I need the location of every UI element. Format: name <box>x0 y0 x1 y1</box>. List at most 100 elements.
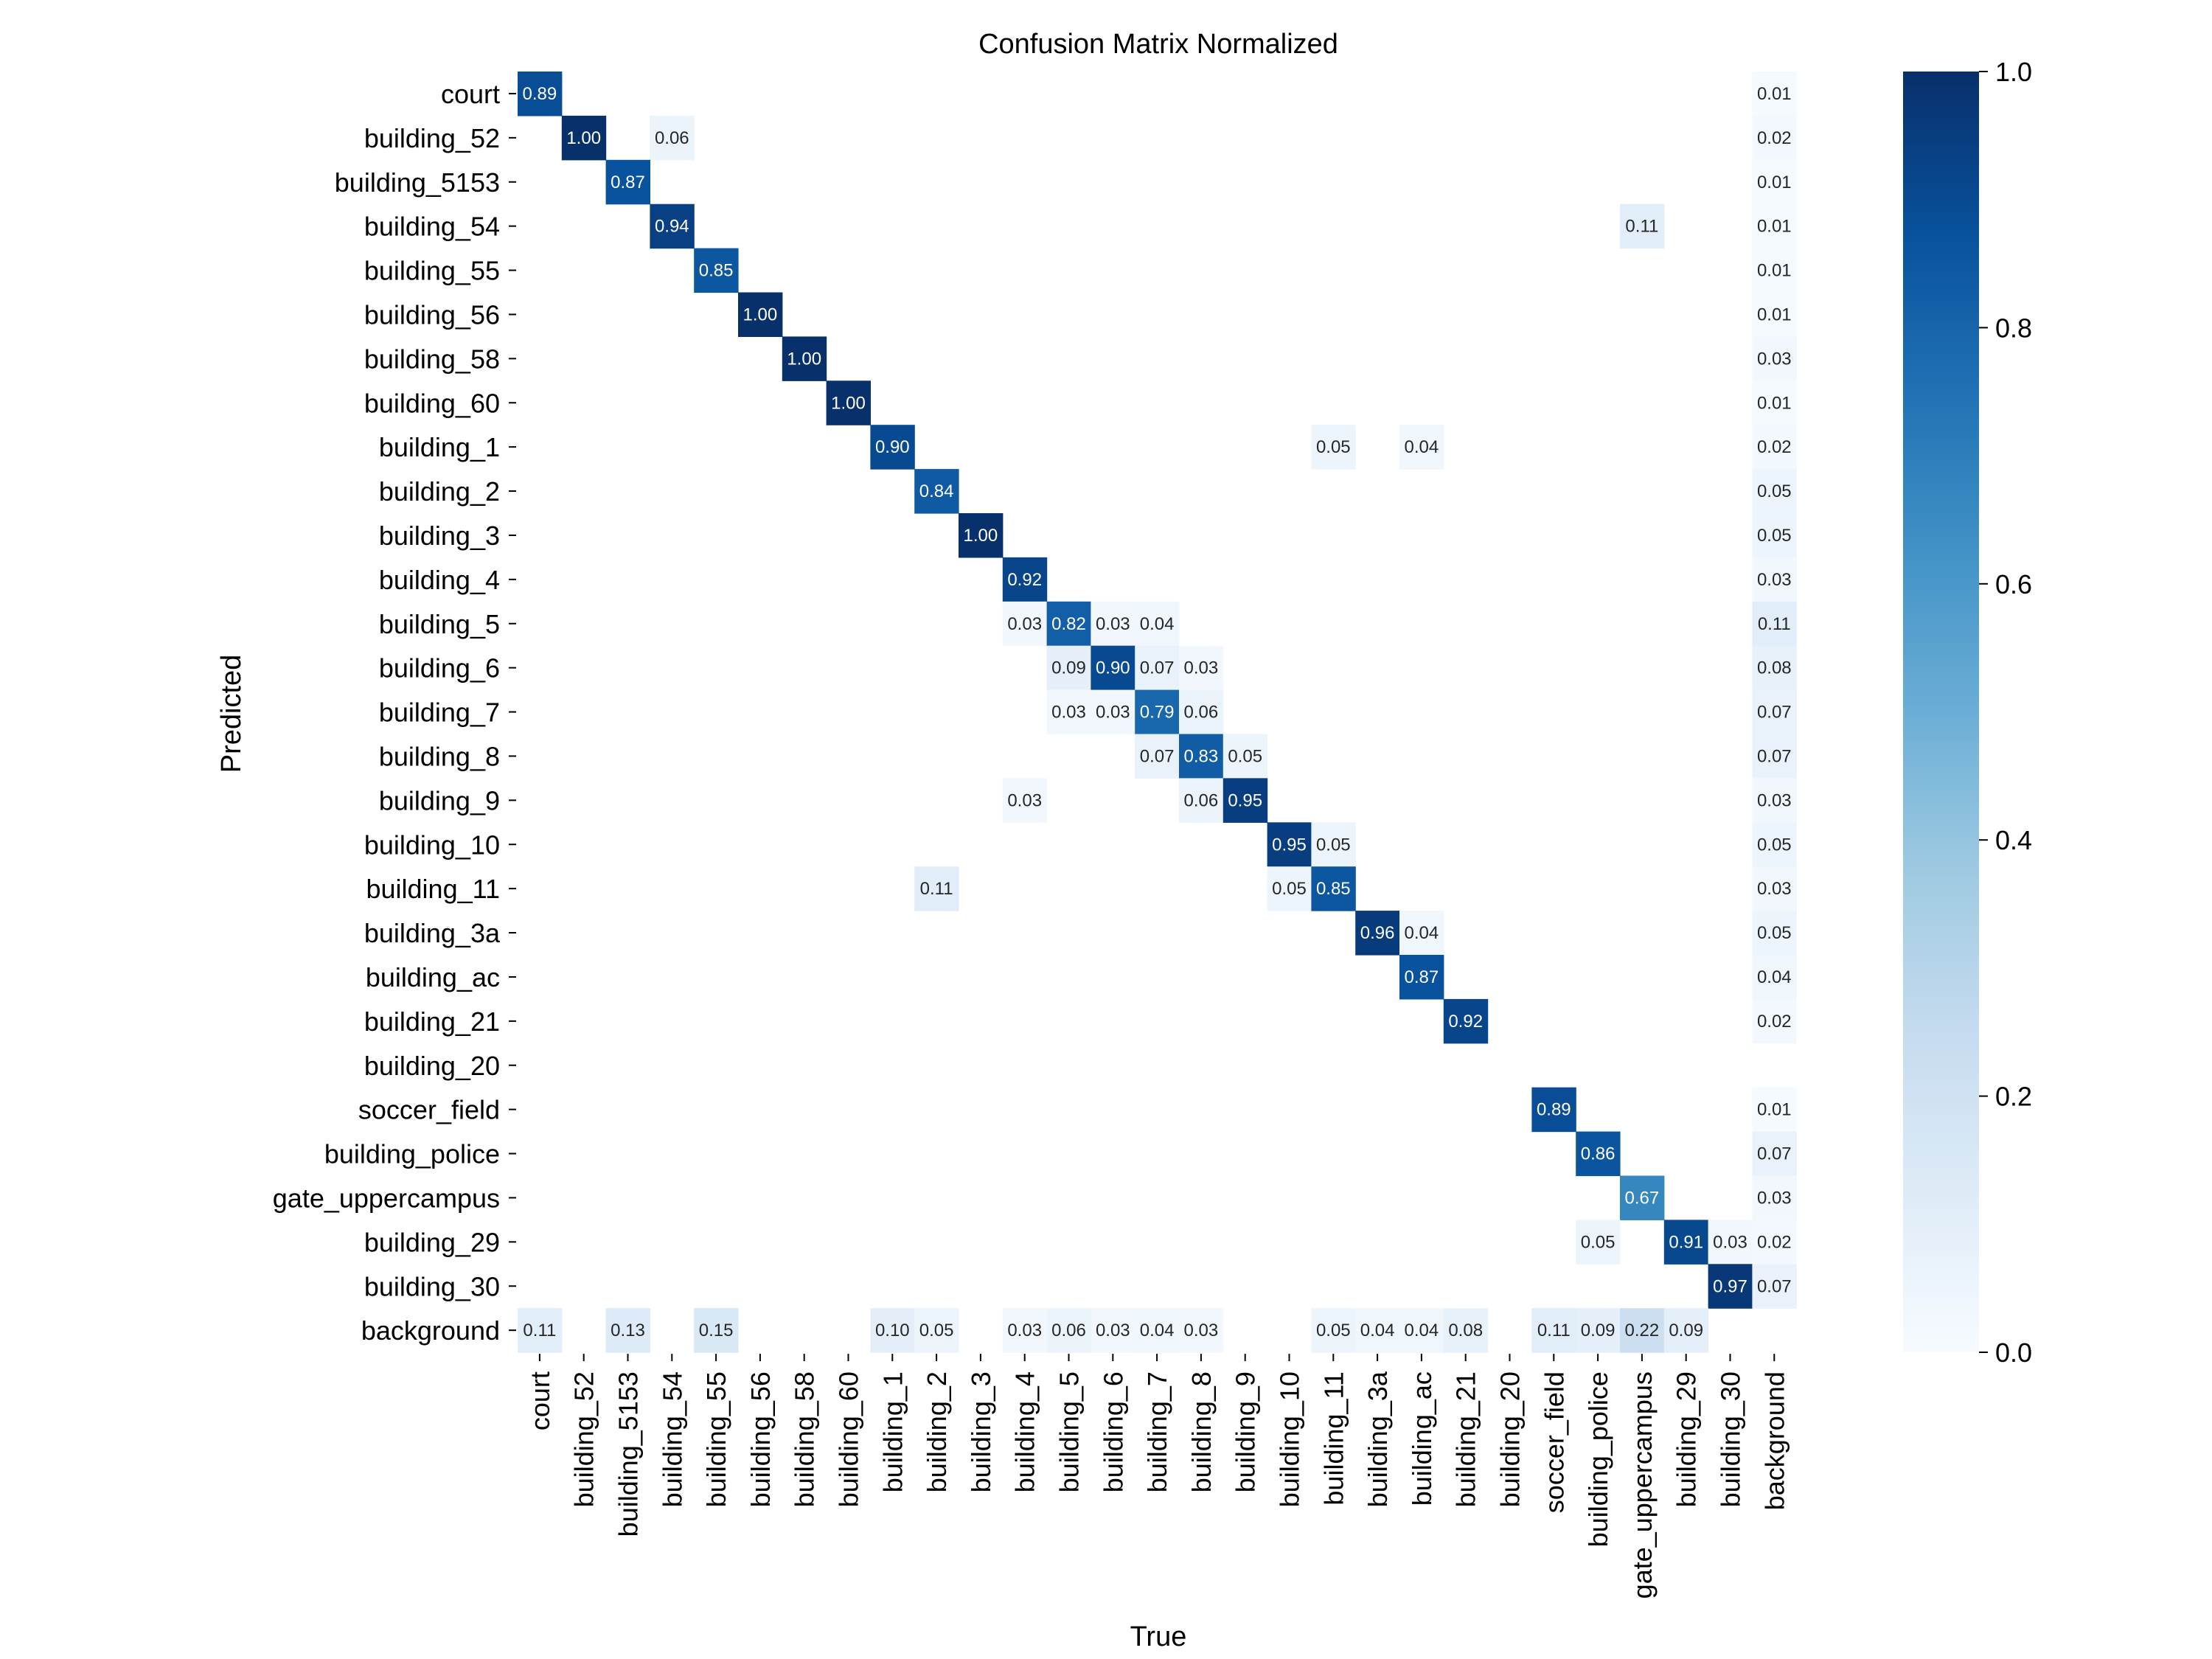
heatmap-cell <box>1091 601 1135 647</box>
heatmap-cell <box>1752 955 1797 1000</box>
heatmap-cell <box>1091 1308 1135 1353</box>
cell-value-label: 0.15 <box>699 1321 734 1340</box>
y-tick-label: building_7 <box>379 698 500 728</box>
cell-value-label: 0.08 <box>1448 1321 1483 1340</box>
cell-value-label: 1.00 <box>831 393 866 413</box>
heatmap-cell <box>914 866 959 911</box>
heatmap-cell <box>1752 1131 1797 1177</box>
colorbar-tick-label: 0.8 <box>1995 313 2032 343</box>
x-tick-label: building_11 <box>1318 1371 1349 1506</box>
heatmap-cell <box>1752 689 1797 735</box>
heatmap-cell <box>870 425 915 470</box>
heatmap-cell <box>1576 1220 1621 1265</box>
cell-value-label: 0.03 <box>1007 1321 1042 1340</box>
heatmap-cell <box>1752 911 1797 956</box>
heatmap-cell <box>1620 1308 1665 1353</box>
heatmap-cell <box>1135 689 1180 735</box>
heatmap-cell <box>1311 425 1356 470</box>
x-tick-label: building_7 <box>1142 1371 1172 1492</box>
heatmap-cell <box>650 115 695 161</box>
heatmap-cell <box>1752 1264 1797 1309</box>
cell-value-label: 0.89 <box>523 84 557 104</box>
x-tick-label: background <box>1759 1371 1790 1510</box>
x-tick-label: building_3a <box>1363 1371 1393 1507</box>
cell-value-label: 0.03 <box>1757 1188 1792 1208</box>
y-tick-label: court <box>441 79 500 109</box>
heatmap-cell <box>1752 115 1797 161</box>
cell-value-label: 0.06 <box>1184 790 1219 810</box>
y-tick-label: building_11 <box>366 874 501 904</box>
heatmap-cell <box>1752 513 1797 558</box>
cell-value-label: 0.83 <box>1184 746 1219 766</box>
y-tick-label: building_4 <box>379 565 500 595</box>
heatmap-cell <box>1046 601 1091 647</box>
x-tick-label: building_9 <box>1231 1371 1261 1492</box>
heatmap-cell <box>1091 689 1135 735</box>
x-tick-label: building_56 <box>745 1371 776 1507</box>
cell-value-label: 0.05 <box>1228 746 1262 766</box>
heatmap-cell <box>1752 822 1797 867</box>
x-tick-label: building_ac <box>1407 1371 1437 1506</box>
colorbar-tick-label: 0.0 <box>1995 1338 2032 1368</box>
heatmap-cell <box>518 1308 563 1353</box>
heatmap-cell <box>1443 998 1489 1044</box>
cell-value-label: 0.04 <box>1405 437 1439 457</box>
y-axis-label: Predicted <box>216 655 247 773</box>
cell-value-label: 0.04 <box>1757 967 1792 987</box>
colorbar-ticks: 0.0 0.2 0.4 0.6 0.8 1.0 <box>1979 57 2032 1368</box>
cell-value-label: 0.92 <box>1007 570 1042 590</box>
heatmap-cell <box>870 1308 915 1353</box>
cell-value-label: 0.94 <box>655 217 689 237</box>
x-tick-label: building_20 <box>1495 1371 1526 1507</box>
heatmap-cell <box>1135 601 1180 647</box>
cell-value-label: 0.07 <box>1140 746 1175 766</box>
heatmap-cell <box>1267 866 1312 911</box>
heatmap-cell <box>1620 1175 1665 1220</box>
colorbar-tick-label: 1.0 <box>1995 57 2032 87</box>
y-tick-label: building_20 <box>364 1051 500 1081</box>
heatmap-cell <box>1355 1308 1400 1353</box>
heatmap-cell <box>1752 336 1797 381</box>
cell-value-label: 0.22 <box>1625 1321 1660 1340</box>
heatmap-cell <box>1399 955 1444 1000</box>
x-axis-ticks: court building_52 building_5153 building_54… <box>525 1354 1790 1599</box>
heatmap-cell <box>1576 1308 1621 1353</box>
cell-value-label: 0.13 <box>611 1321 645 1340</box>
y-tick-label: building_1 <box>379 432 500 462</box>
y-tick-label: building_54 <box>364 212 500 242</box>
cell-value-label: 0.04 <box>1360 1321 1395 1340</box>
heatmap-cell <box>694 1308 739 1353</box>
heatmap-cell <box>1222 734 1268 779</box>
heatmap-cell <box>1091 645 1135 691</box>
cell-value-label: 0.02 <box>1757 1232 1792 1252</box>
heatmap-cell <box>1752 292 1797 337</box>
cell-value-label: 0.04 <box>1405 923 1439 943</box>
cell-value-label: 0.11 <box>920 879 953 899</box>
heatmap-cell <box>694 248 739 293</box>
heatmap-cell <box>1311 822 1356 867</box>
heatmap-cell <box>1752 204 1797 249</box>
chart-title: Confusion Matrix Normalized <box>978 29 1338 60</box>
x-tick-label: building_3 <box>966 1371 996 1492</box>
x-tick-label: building_58 <box>790 1371 820 1507</box>
y-tick-label: building_55 <box>364 256 500 286</box>
heatmap-cell <box>605 1308 650 1353</box>
y-tick-label: building_ac <box>366 962 500 992</box>
heatmap-cell <box>914 469 959 514</box>
cell-value-label: 0.04 <box>1140 1321 1175 1340</box>
cell-value-label: 0.03 <box>1757 879 1792 899</box>
x-tick-label: building_30 <box>1716 1371 1746 1507</box>
heatmap-cell <box>1752 159 1797 205</box>
heatmap-cell <box>1179 778 1224 823</box>
colorbar-tick-label: 0.6 <box>1995 569 2032 599</box>
heatmap-cell <box>959 513 1004 558</box>
heatmap-cell <box>1708 1264 1753 1309</box>
cell-value-label: 0.01 <box>1757 173 1792 192</box>
heatmap-cell <box>1399 425 1444 470</box>
x-tick-label: building_55 <box>701 1371 731 1507</box>
heatmap-cell <box>1752 248 1797 293</box>
cell-value-label: 0.03 <box>1757 349 1792 369</box>
cell-value-label: 1.00 <box>787 349 821 369</box>
heatmap-cell <box>1046 689 1091 735</box>
heatmap-cell <box>1046 645 1091 691</box>
